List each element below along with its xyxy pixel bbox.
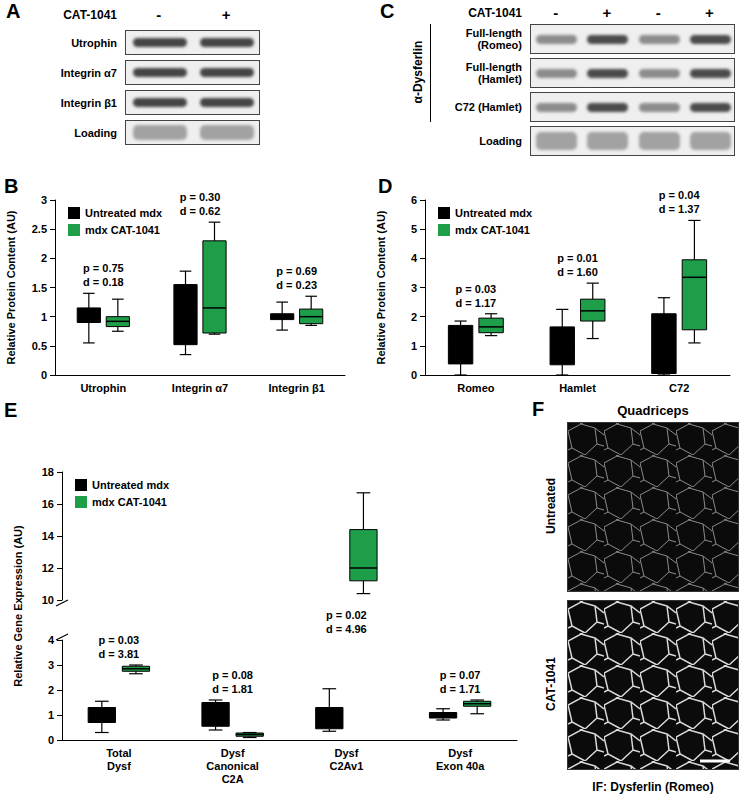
html-text:Full-length (Romeo): Full-length (Romeo) (465, 27, 522, 51)
svg-text:p = 0.03: p = 0.03 (455, 283, 496, 295)
html-text:A: A (6, 0, 21, 22)
svg-text:0: 0 (411, 369, 417, 381)
html-text:Quadriceps: Quadriceps (617, 403, 689, 418)
html-text:Untreated: Untreated (544, 478, 558, 534)
svg-text:1.5: 1.5 (32, 282, 47, 294)
svg-text:0: 0 (48, 734, 54, 746)
html-text:α-Dysferlin: α-Dysferlin (411, 40, 425, 104)
svg-text:d = 1.17: d = 1.17 (455, 297, 496, 309)
html-text:CAT-1041: CAT-1041 (63, 8, 117, 22)
svg-text:Dysf: Dysf (448, 747, 472, 759)
svg-text:Total: Total (106, 747, 131, 759)
html-text:Loading: Loading (479, 135, 522, 147)
svg-text:Relative Protein Content (AU): Relative Protein Content (AU) (375, 210, 387, 364)
svg-text:mdx CAT-1041: mdx CAT-1041 (455, 224, 530, 236)
svg-text:0.5: 0.5 (32, 340, 47, 352)
svg-text:C2Av1: C2Av1 (329, 760, 363, 772)
svg-text:Dysf: Dysf (334, 747, 358, 759)
html-text:Full-length (Hamlet): Full-length (Hamlet) (465, 61, 522, 85)
svg-text:Utrophin: Utrophin (80, 382, 126, 394)
svg-text:C2A: C2A (222, 773, 244, 785)
svg-text:d = 3.81: d = 3.81 (99, 648, 140, 660)
svg-text:4: 4 (411, 252, 418, 264)
svg-text:d = 0.18: d = 0.18 (83, 276, 124, 288)
svg-text:0: 0 (41, 369, 47, 381)
svg-text:d = 4.96: d = 4.96 (326, 623, 367, 635)
html-text:Utrophin: Utrophin (71, 36, 117, 49)
svg-text:Exon 40a: Exon 40a (436, 760, 485, 772)
svg-text:2.5: 2.5 (32, 223, 47, 235)
html-text:Loading: Loading (74, 126, 117, 139)
svg-text:Untreated mdx: Untreated mdx (455, 207, 533, 219)
svg-text:Canonical: Canonical (206, 760, 259, 772)
svg-text:6: 6 (411, 194, 417, 206)
svg-text:2: 2 (48, 684, 54, 696)
svg-text:p = 0.08: p = 0.08 (212, 669, 253, 681)
svg-text:p = 0.03: p = 0.03 (99, 634, 140, 646)
svg-text:d = 0.23: d = 0.23 (276, 279, 317, 291)
svg-text:E: E (4, 399, 17, 421)
svg-text:p = 0.01: p = 0.01 (557, 252, 598, 264)
svg-text:1: 1 (411, 340, 417, 352)
svg-text:d = 1.37: d = 1.37 (659, 203, 700, 215)
svg-text:Dysf: Dysf (221, 747, 245, 759)
svg-text:3: 3 (411, 282, 417, 294)
html-text:F: F (532, 398, 545, 420)
html-text:CAT-1041: CAT-1041 (468, 6, 522, 20)
svg-text:1: 1 (48, 709, 54, 721)
svg-text:C72: C72 (669, 382, 689, 394)
html-text:Integrin β1: Integrin β1 (60, 96, 117, 109)
svg-text:5: 5 (411, 223, 417, 235)
html-text:Integrin α7: Integrin α7 (60, 66, 117, 79)
svg-text:p = 0.02: p = 0.02 (326, 609, 367, 621)
svg-text:2: 2 (411, 311, 417, 323)
html-text:C72 (Hamlet): C72 (Hamlet) (454, 101, 522, 113)
svg-text:16: 16 (42, 498, 54, 510)
svg-text:Untreated mdx: Untreated mdx (85, 207, 163, 219)
svg-text:Relative Protein Content (AU): Relative Protein Content (AU) (5, 210, 17, 364)
svg-text:d = 1.60: d = 1.60 (557, 266, 598, 278)
svg-text:p = 0.75: p = 0.75 (83, 262, 124, 274)
svg-text:4: 4 (48, 634, 55, 646)
svg-text:p = 0.04: p = 0.04 (659, 189, 701, 201)
svg-text:Hamlet: Hamlet (559, 382, 596, 394)
svg-text:Romeo: Romeo (457, 382, 495, 394)
svg-text:d = 1.81: d = 1.81 (212, 683, 253, 695)
svg-text:mdx CAT-1041: mdx CAT-1041 (92, 496, 167, 508)
svg-text:3: 3 (48, 659, 54, 671)
html-text:CAT-1041: CAT-1041 (544, 657, 558, 711)
svg-text:Integrin β1: Integrin β1 (269, 382, 325, 394)
svg-text:1: 1 (41, 311, 47, 323)
svg-text:p = 0.30: p = 0.30 (180, 191, 221, 203)
svg-text:d = 0.62: d = 0.62 (180, 205, 221, 217)
svg-text:Untreated mdx: Untreated mdx (92, 479, 170, 491)
svg-text:18: 18 (42, 466, 54, 478)
svg-text:Relative Gene Expression (AU): Relative Gene Expression (AU) (12, 525, 24, 687)
svg-text:p = 0.69: p = 0.69 (276, 265, 317, 277)
svg-text:Dysf: Dysf (107, 760, 131, 772)
svg-text:B: B (4, 175, 18, 197)
svg-text:14: 14 (42, 530, 55, 542)
svg-text:2: 2 (41, 252, 47, 264)
html-text:C: C (380, 0, 395, 22)
svg-text:mdx CAT-1041: mdx CAT-1041 (85, 224, 160, 236)
svg-text:D: D (378, 175, 392, 197)
svg-text:d = 1.71: d = 1.71 (440, 683, 481, 695)
svg-text:3: 3 (41, 194, 47, 206)
svg-text:12: 12 (42, 562, 54, 574)
svg-text:10: 10 (42, 594, 54, 606)
svg-text:p = 0.07: p = 0.07 (440, 669, 481, 681)
svg-text:Integrin α7: Integrin α7 (172, 382, 228, 394)
html-text:IF: Dysferlin (Romeo): IF: Dysferlin (Romeo) (592, 780, 714, 794)
